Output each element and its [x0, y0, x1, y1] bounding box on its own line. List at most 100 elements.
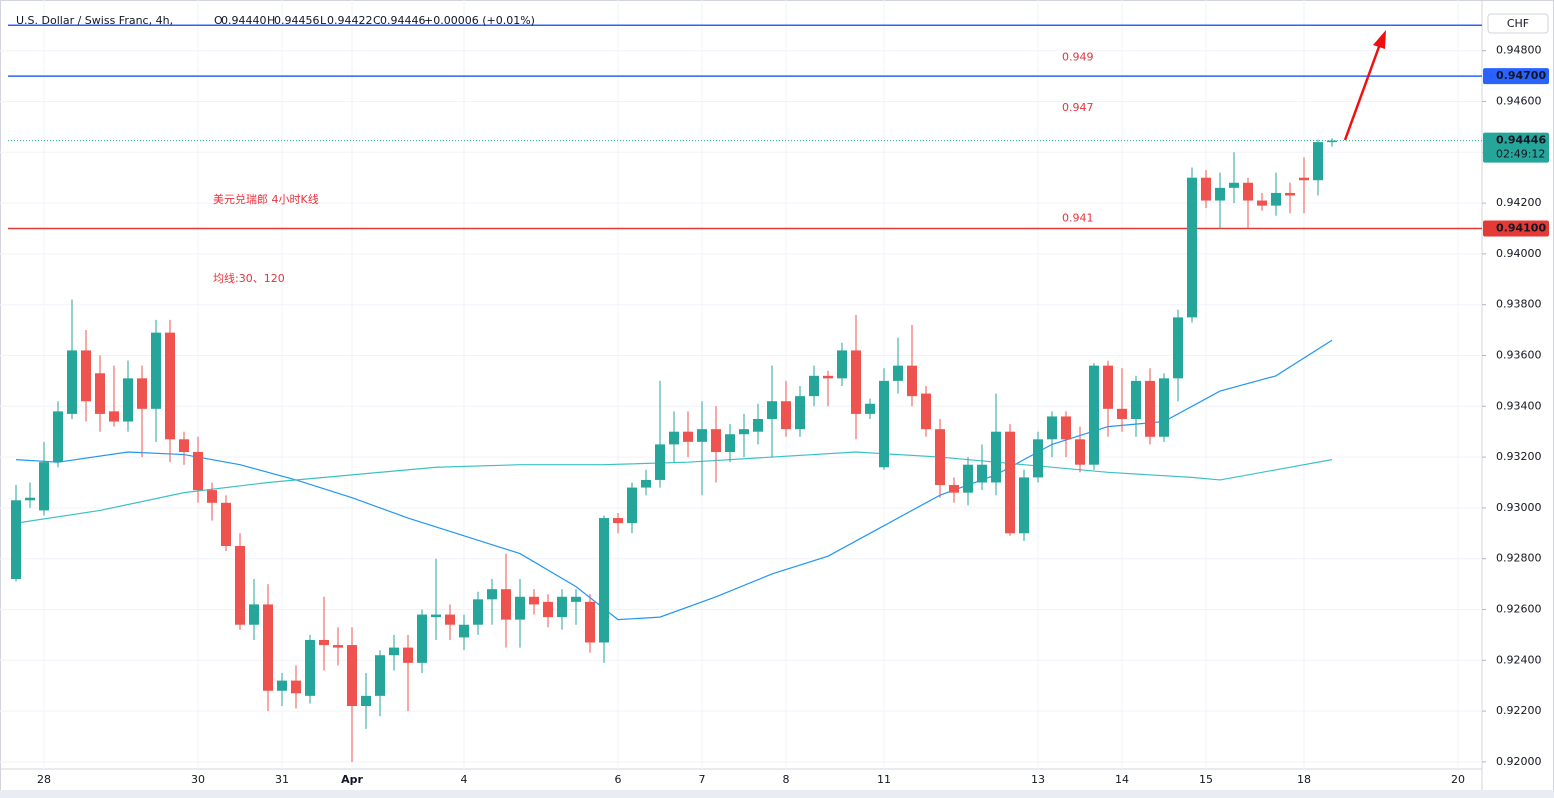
candle-body	[823, 375, 833, 379]
candle-body	[711, 429, 721, 453]
candle-body	[879, 380, 889, 468]
candle-body	[655, 444, 665, 480]
x-tick-label: 30	[191, 773, 205, 786]
candle-body	[417, 614, 427, 663]
candle-body	[1229, 182, 1239, 188]
candle-body	[865, 403, 875, 414]
candle-body	[543, 601, 553, 618]
arrow	[1343, 43, 1382, 141]
candle-body	[1299, 177, 1309, 181]
candle-body	[613, 518, 623, 524]
x-tick-label: 20	[1451, 773, 1465, 786]
ohlc-key: H	[267, 14, 275, 27]
candle-body	[753, 418, 763, 432]
candle-body	[1243, 182, 1253, 201]
candle-body	[963, 464, 973, 493]
x-tick-label: 31	[275, 773, 289, 786]
y-tick-label: 0.92200	[1496, 704, 1542, 717]
candle-body	[669, 431, 679, 445]
candle-body	[1327, 140, 1337, 143]
candle-body	[893, 365, 903, 381]
countdown: 02:49:12	[1496, 148, 1545, 161]
candle-body	[39, 462, 49, 511]
x-tick-label: 6	[615, 773, 622, 786]
subtitle: 均线:30、120	[213, 271, 285, 285]
y-tick-label: 0.92600	[1496, 602, 1542, 615]
ohlc-key: O	[214, 14, 223, 27]
level-label: 0.94100	[1496, 221, 1546, 234]
candle-body	[529, 596, 539, 605]
level-annotation: 0.941	[1062, 211, 1094, 224]
level-annotation: 0.947	[1062, 101, 1094, 114]
candle-body	[1285, 192, 1295, 196]
candle-body	[473, 599, 483, 625]
y-tick-label: 0.92400	[1496, 653, 1542, 666]
candle-body	[1313, 142, 1323, 181]
y-tick-label: 0.93200	[1496, 450, 1542, 463]
candle-body	[781, 401, 791, 430]
candle-body	[795, 396, 805, 430]
candle-body	[571, 596, 581, 602]
candle-body	[123, 378, 133, 422]
y-tick-label: 0.93800	[1496, 298, 1542, 311]
candle-body	[109, 411, 119, 422]
candle-body	[1117, 408, 1127, 419]
candle-body	[921, 393, 931, 430]
candle-body	[53, 411, 63, 463]
candle-body	[949, 485, 959, 493]
candle-body	[389, 647, 399, 656]
candle-body	[809, 375, 819, 397]
candle-body	[165, 332, 175, 440]
candle-body	[1201, 177, 1211, 201]
ohlc-value: 0.94446	[380, 14, 426, 27]
candle-body	[445, 614, 455, 625]
candle-body	[907, 365, 917, 397]
x-tick-label: 18	[1297, 773, 1311, 786]
candle-body	[1159, 378, 1169, 437]
ohlc-key: C	[373, 14, 381, 27]
ohlc-value: 0.94440	[221, 14, 267, 27]
candle-body	[1271, 192, 1281, 206]
level-annotation: 0.949	[1062, 50, 1094, 63]
candle-body	[725, 434, 735, 453]
candle-body	[1019, 477, 1029, 534]
y-tick-label: 0.92800	[1496, 552, 1542, 565]
level-label-box	[1483, 68, 1549, 85]
candle-body	[151, 332, 161, 409]
candle-body	[683, 431, 693, 442]
y-tick-label: 0.94200	[1496, 196, 1542, 209]
candle-body	[249, 604, 259, 625]
candle-body	[459, 624, 469, 638]
candle-body	[1187, 177, 1197, 318]
x-tick-label: Apr	[341, 773, 363, 786]
candle-body	[1089, 365, 1099, 465]
y-tick-label: 0.93400	[1496, 399, 1542, 412]
candle-body	[67, 350, 77, 414]
candle-body	[95, 373, 105, 414]
candle-body	[277, 680, 287, 691]
candle-body	[179, 439, 189, 453]
candle-body	[193, 452, 203, 491]
candle-body	[333, 645, 343, 648]
candle-body	[81, 350, 91, 402]
candle-body	[501, 589, 511, 620]
title: 美元兑瑞郎 4小时K线	[213, 192, 319, 206]
candle-body	[487, 589, 497, 600]
ohlc-value: 0.94422	[327, 14, 373, 27]
x-tick-label: 14	[1115, 773, 1129, 786]
candle-body	[599, 518, 609, 643]
candle-body	[319, 639, 329, 646]
last-price-box	[1483, 132, 1549, 163]
y-tick-label: 0.93600	[1496, 348, 1542, 361]
ohlc-value: 0.94456	[274, 14, 320, 27]
candle-body	[1075, 439, 1085, 465]
candle-body	[991, 431, 1001, 483]
x-tick-label: 4	[461, 773, 468, 786]
candle-body	[837, 350, 847, 379]
x-tick-label: 28	[37, 773, 51, 786]
level-label: 0.94700	[1496, 69, 1546, 82]
y-tick-label: 0.94600	[1496, 94, 1542, 107]
candle-body	[1103, 365, 1113, 409]
y-tick-label: 0.94000	[1496, 247, 1542, 260]
